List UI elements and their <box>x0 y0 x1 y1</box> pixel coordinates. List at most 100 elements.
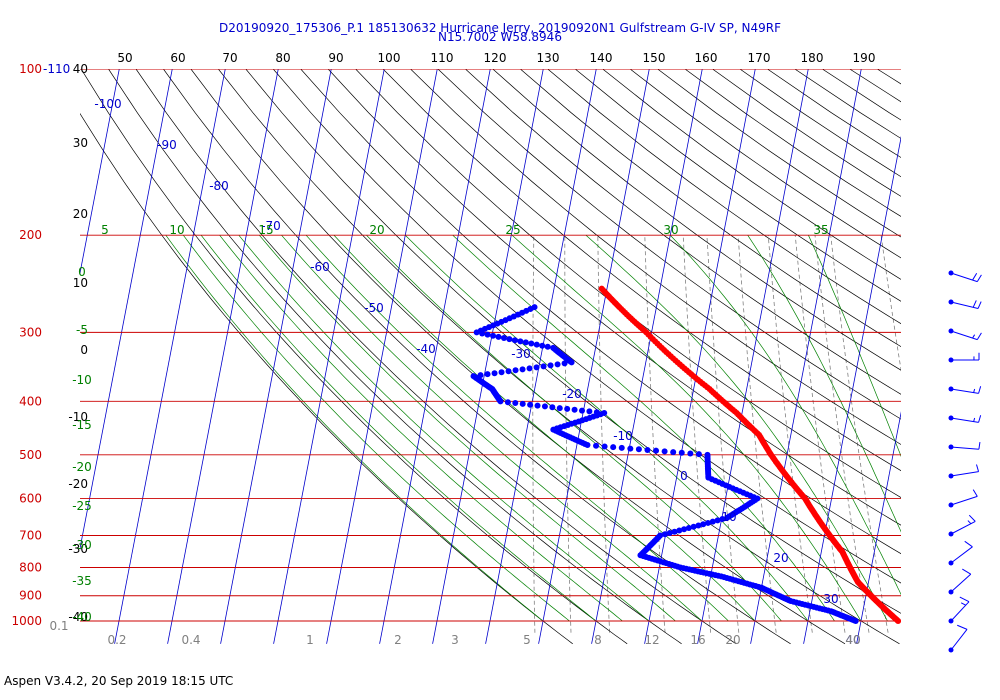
isotherm-line <box>220 69 332 644</box>
dewpoint-point <box>601 443 608 450</box>
moist-adiabat-line <box>333 234 756 622</box>
wind-barb-feather <box>967 520 972 525</box>
pressure-label: 900 <box>19 589 42 603</box>
pressure-label: 300 <box>19 325 42 339</box>
mixing-ratio-line <box>644 235 666 633</box>
moist-adiabat-label: 35 <box>813 223 828 237</box>
wind-barb-feather <box>976 274 982 282</box>
wind-barb-feather <box>976 464 980 472</box>
isotherm-line <box>750 69 862 644</box>
top-axis-tick: 160 <box>695 51 718 65</box>
moist-adiabat-label: 25 <box>505 223 520 237</box>
moist-adiabat-line <box>238 234 650 622</box>
mixing-ratio-line <box>532 235 536 633</box>
wind-barb-staff <box>950 495 978 506</box>
dry-adiabat-line <box>437 69 901 420</box>
isotherm-label: -60 <box>310 260 330 274</box>
wind-barb <box>948 415 982 423</box>
dewpoint-point <box>484 371 491 378</box>
wind-barb <box>948 624 968 653</box>
wind-barb-feather <box>957 624 968 630</box>
mixing-ratio-label: 12 <box>644 633 659 647</box>
altitude-label: -30 <box>68 542 88 556</box>
dewpoint-point <box>554 361 561 368</box>
dry-adiabat-line <box>657 69 901 238</box>
chart-subtitle: N15.7002 W58.8946 <box>438 30 562 44</box>
isotherm-label: -100 <box>94 97 121 111</box>
dewpoint-point <box>490 332 497 339</box>
dewpoint-point <box>527 401 534 408</box>
dewpoint-point <box>571 406 578 413</box>
wind-barb <box>948 540 973 566</box>
isotherm-line <box>80 69 120 276</box>
wind-barb-staff <box>950 330 978 341</box>
wind-barb-staff <box>950 446 979 450</box>
altitude-label: -10 <box>68 410 88 424</box>
dewpoint-point <box>687 450 694 457</box>
dewpoint-point <box>504 399 511 406</box>
moist-adiabat-label: 5 <box>101 223 109 237</box>
top-axis-tick: 150 <box>643 51 666 65</box>
axis-labels: 50 60 70 80 90 100 110 120 130 140 150 160 170 180 190… <box>11 51 875 647</box>
isotherm-line <box>167 69 279 644</box>
wind-barb-feather <box>972 489 978 497</box>
top-axis-tick: 100 <box>378 51 401 65</box>
dewpoint-point <box>512 367 519 374</box>
wind-barb-feather <box>978 386 982 394</box>
altitude-label: 20 <box>73 207 88 221</box>
dewpoint-point <box>549 404 556 411</box>
dewpoint-point <box>528 340 535 347</box>
isotherm-line <box>591 69 703 644</box>
wind-barb <box>948 270 982 283</box>
dewpoint-point <box>547 362 554 369</box>
mixing-ratio-line <box>830 235 889 633</box>
mixing-ratio-line <box>794 235 846 633</box>
dewpoint-point <box>671 528 678 535</box>
dewpoint-point <box>519 400 526 407</box>
top-axis-tick: 80 <box>275 51 290 65</box>
dewpoint-point <box>666 530 673 537</box>
isotherm-line <box>80 69 173 551</box>
mixing-ratio-line <box>880 235 901 372</box>
isotherm-label: 40 <box>845 633 860 647</box>
moist-adiabat-label: 30 <box>663 223 678 237</box>
dry-adiabat-line <box>849 69 901 103</box>
wind-barb-feather <box>973 417 976 422</box>
dewpoint-point <box>676 527 683 534</box>
isotherm-label: 0 <box>680 469 688 483</box>
moist-adiabat-label: -15 <box>72 418 92 432</box>
mixing-ratio-label: 40 <box>845 633 860 647</box>
top-axis-tick: 130 <box>537 51 560 65</box>
dewpoint-point <box>709 518 716 525</box>
mixing-ratio-line <box>597 235 611 633</box>
dewpoint-point <box>690 523 697 530</box>
altitude-label: 10 <box>73 276 88 290</box>
dewpoint-point <box>506 336 513 343</box>
dewpoint-point <box>540 363 547 370</box>
isotherm-line <box>326 69 438 644</box>
dewpoint-point <box>661 448 668 455</box>
wind-barb-feather <box>972 300 977 308</box>
top-axis-tick: 70 <box>222 51 237 65</box>
pressure-label: 800 <box>19 561 42 575</box>
dry-adiabat-line <box>767 69 901 158</box>
dewpoint-point <box>670 449 677 456</box>
dewpoint-point <box>584 442 591 449</box>
footer-text: Aspen V3.4.2, 20 Sep 2019 18:15 UTC <box>4 674 234 688</box>
dry-adiabat-line <box>355 69 901 498</box>
isotherm-label: -70 <box>261 219 281 233</box>
dewpoint-point <box>484 331 491 338</box>
grid-lines <box>80 69 1000 645</box>
dewpoint-point <box>517 338 524 345</box>
pressure-label: 600 <box>19 492 42 506</box>
moist-adiabat-label: -35 <box>72 574 92 588</box>
dewpoint-point <box>533 341 540 348</box>
mixing-ratio-label: 20 <box>725 633 740 647</box>
dry-adiabat-line <box>218 69 900 645</box>
dry-adiabat-line <box>932 69 1000 644</box>
wind-barb <box>948 464 980 479</box>
profiles <box>470 285 901 624</box>
dewpoint-point <box>511 337 518 344</box>
wind-barb-staff <box>950 573 972 593</box>
top-axis-tick: 140 <box>590 51 613 65</box>
